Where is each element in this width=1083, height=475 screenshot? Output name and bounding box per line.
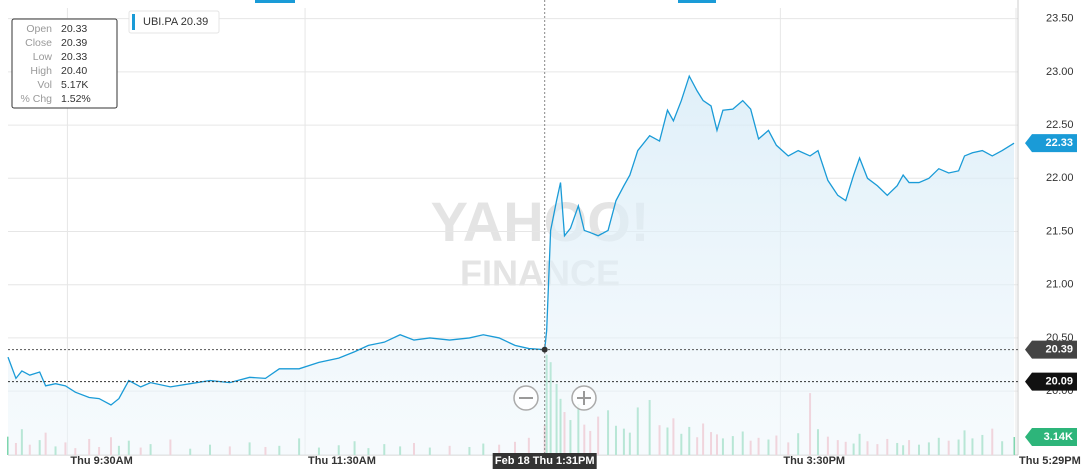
crosshair-tag-bg — [1025, 340, 1077, 359]
crosshair-dot — [541, 346, 548, 353]
y-tick-label: 23.00 — [1046, 66, 1074, 78]
y-tick-label: 21.50 — [1046, 225, 1074, 237]
tooltip-value: 1.52% — [61, 93, 91, 105]
crosshair-label: Feb 18 Thu 1:31PM — [495, 455, 595, 467]
tooltip-label: High — [30, 65, 52, 77]
tab-indicator — [678, 0, 716, 3]
tooltip-value: 20.33 — [61, 23, 87, 35]
zoom-out-button[interactable] — [513, 385, 539, 411]
x-tick-label: Thu 3:30PM — [783, 455, 845, 467]
x-tick-label: Thu 11:30AM — [308, 455, 376, 467]
tooltip-value: 20.39 — [61, 37, 87, 49]
area — [8, 76, 1015, 456]
tooltip-label: Close — [25, 37, 52, 49]
zoom-in-button[interactable] — [571, 385, 597, 411]
crosshair-tag: 20.39 — [1025, 340, 1077, 359]
legend: UBI.PA 20.39 — [128, 10, 220, 34]
tooltip-value: 5.17K — [61, 79, 88, 91]
y-tick-label: 23.50 — [1046, 13, 1074, 25]
zoom-controls — [513, 385, 597, 411]
tooltip-value: 20.33 — [61, 51, 87, 63]
tooltip-label: Vol — [37, 79, 52, 91]
tooltip-label: Open — [26, 23, 52, 35]
legend-name: UBI.PA — [143, 16, 179, 28]
crosshair-tag-text: 20.39 — [1045, 344, 1073, 356]
volume-tag-bg — [1025, 428, 1077, 447]
price-line — [7, 74, 1015, 406]
prev-close-tag-text: 20.09 — [1045, 375, 1073, 387]
tooltip-value: 20.40 — [61, 65, 87, 77]
legend-value: 20.39 — [181, 16, 209, 28]
volume-tag-text: 3.14K — [1044, 431, 1073, 443]
x-tick-label: Thu 9:30AM — [70, 455, 132, 467]
last-price-tag-text: 22.33 — [1045, 137, 1073, 149]
y-tick-label: 22.00 — [1046, 172, 1074, 184]
plot — [7, 74, 1015, 456]
x-tick-label: Thu 5:29PM — [1019, 455, 1081, 467]
prev-close-tag-bg — [1025, 372, 1077, 391]
tooltip-label: % Chg — [20, 93, 52, 105]
last-price-tag-bg — [1025, 134, 1077, 153]
y-tick-label: 22.50 — [1046, 119, 1074, 131]
tooltip: Open 20.33 Close 20.39 Low 20.33 High 20.40 Vol 5… — [11, 18, 118, 109]
legend-text: UBI.PA 20.39 — [143, 16, 208, 28]
tooltip-label: Low — [33, 51, 53, 63]
overlay: Feb 18 Thu 1:31PM 22.33 20.39 20.09 3.14K — [8, 0, 1077, 469]
y-tick-label: 21.00 — [1046, 279, 1074, 291]
prev-close-tag: 20.09 — [1025, 372, 1077, 391]
volume-tag: 3.14K — [1025, 428, 1077, 447]
last-price-tag: 22.33 — [1025, 134, 1077, 153]
tab-indicator — [255, 0, 295, 3]
crosshair-label-bg — [492, 453, 597, 469]
